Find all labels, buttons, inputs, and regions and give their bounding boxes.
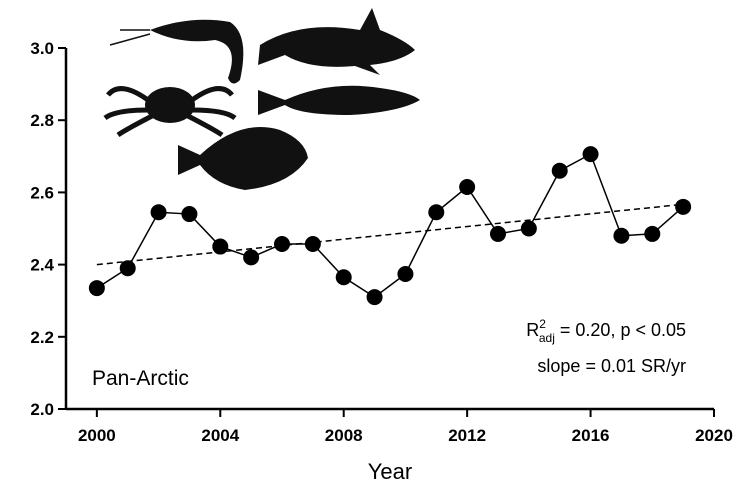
data-point: [89, 280, 105, 296]
data-point: [644, 226, 660, 242]
r-sub: adj: [539, 331, 555, 345]
data-point: [305, 236, 321, 252]
y-tick-label: 2.4: [30, 256, 54, 275]
y-tick-label: 3.0: [30, 39, 54, 58]
fish-icon: [258, 86, 420, 115]
cod-icon: [258, 8, 415, 75]
data-point: [613, 228, 629, 244]
chart: Year Pan-Arctic R2adj = 0.20, p < 0.05 s…: [0, 0, 755, 488]
data-point: [521, 221, 537, 237]
x-tick-label: 2004: [201, 426, 239, 445]
data-point: [212, 239, 228, 255]
x-tick-label: 2000: [78, 426, 116, 445]
y-tick-label: 2.6: [30, 183, 54, 202]
shrimp-antenna: [110, 30, 150, 45]
silhouettes: [105, 8, 420, 190]
r-value: = 0.20, p < 0.05: [555, 320, 686, 340]
x-tick-label: 2012: [448, 426, 486, 445]
data-point: [552, 163, 568, 179]
x-axis-label: Year: [368, 459, 412, 484]
data-point: [490, 226, 506, 242]
x-tick-label: 2020: [695, 426, 733, 445]
shrimp-icon: [150, 20, 243, 84]
data-point: [459, 179, 475, 195]
data-point: [675, 199, 691, 215]
data-point: [243, 249, 259, 265]
data-point: [367, 289, 383, 305]
data-point: [583, 146, 599, 162]
x-tick-label: 2016: [572, 426, 610, 445]
data-point: [397, 266, 413, 282]
region-label: Pan-Arctic: [92, 367, 189, 390]
slope-label: slope = 0.01 SR/yr: [537, 356, 686, 376]
data-line: [97, 154, 683, 297]
data-point: [428, 204, 444, 220]
data-point: [181, 206, 197, 222]
y-tick-label: 2.2: [30, 328, 54, 347]
r-sup: 2: [539, 317, 546, 331]
x-tick-label: 2008: [325, 426, 363, 445]
y-tick-label: 2.8: [30, 111, 54, 130]
y-tick-label: 2.0: [30, 400, 54, 419]
r-symbol: R: [526, 320, 539, 340]
data-point: [151, 204, 167, 220]
flatfish-icon: [178, 127, 308, 190]
data-point: [120, 260, 136, 276]
data-point: [336, 269, 352, 285]
data-point: [274, 236, 290, 252]
